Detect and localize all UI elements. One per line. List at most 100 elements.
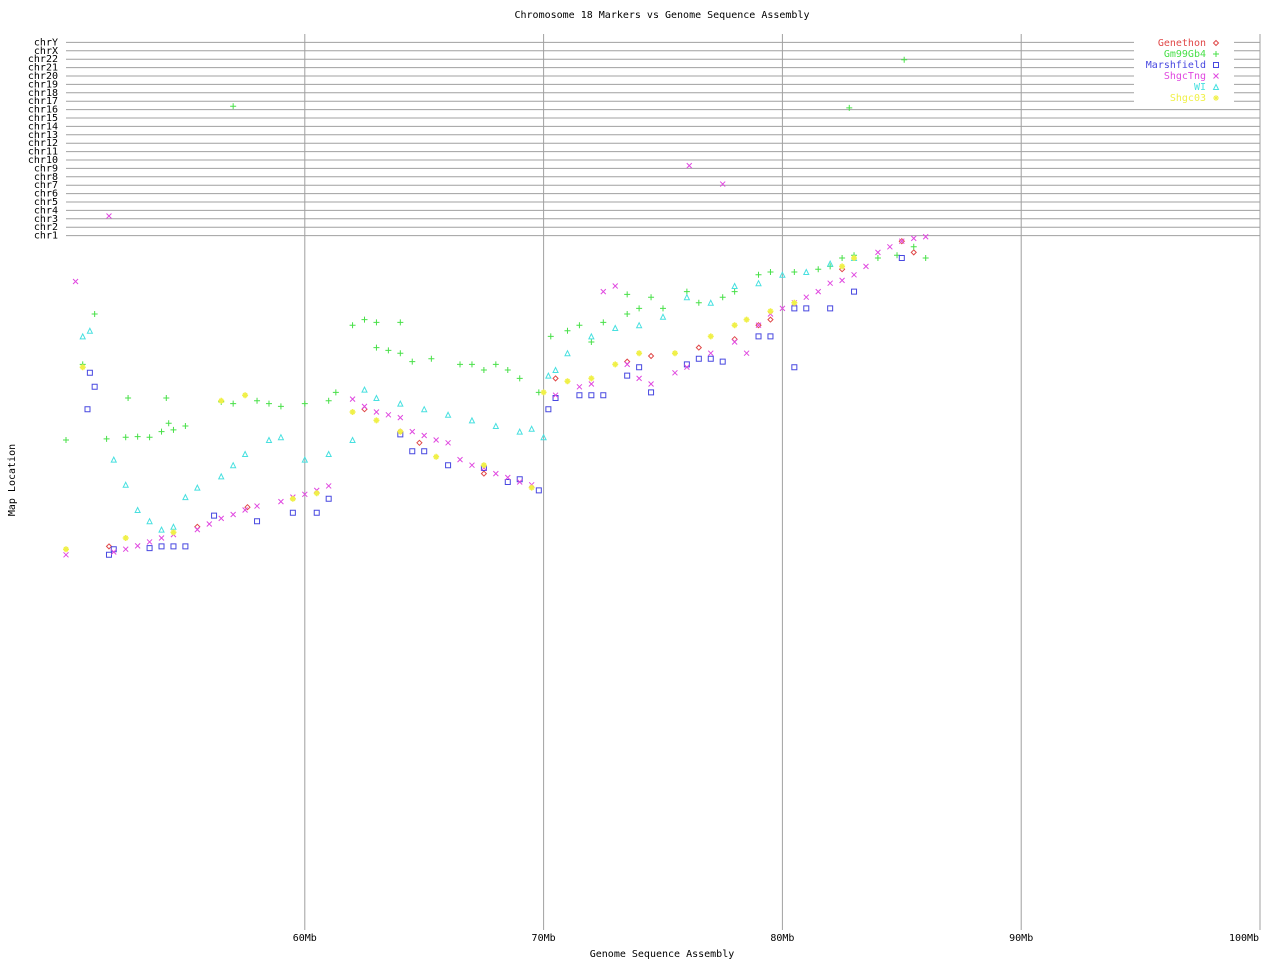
legend-label: Gm99Gb4	[1164, 49, 1206, 60]
marker	[635, 321, 643, 329]
marker	[767, 269, 774, 275]
marker	[863, 263, 869, 270]
marker	[63, 551, 69, 558]
marker	[684, 364, 690, 371]
marker	[779, 305, 786, 312]
y-tick-label: chr19	[28, 79, 58, 90]
marker	[767, 333, 774, 340]
marker	[779, 271, 786, 278]
y-tick-label: chr2	[34, 222, 58, 233]
marker	[105, 543, 113, 550]
y-tick-label: chr8	[34, 172, 58, 183]
marker	[242, 392, 249, 399]
marker	[910, 235, 917, 242]
x-axis-label: Genome Sequence Assembly	[590, 949, 735, 960]
marker	[826, 259, 834, 267]
marker	[409, 448, 416, 455]
marker	[898, 255, 905, 261]
y-tick-label: chr22	[28, 54, 58, 65]
y-tick-label: chr3	[34, 214, 58, 225]
marker	[244, 503, 251, 511]
legend-background	[1134, 37, 1234, 107]
y-tick-label: chr12	[28, 138, 58, 149]
legend-label: ShgcTng	[1164, 71, 1206, 82]
marker	[63, 546, 69, 553]
marker	[647, 352, 655, 360]
y-tick-label: chr13	[28, 130, 58, 141]
marker	[134, 433, 141, 440]
y-tick-label: chr1	[34, 231, 58, 242]
marker	[397, 319, 404, 326]
marker	[122, 434, 129, 441]
marker	[901, 56, 908, 63]
marker	[545, 406, 552, 413]
marker	[194, 483, 201, 491]
marker	[325, 450, 332, 457]
marker	[361, 385, 368, 393]
marker	[122, 546, 129, 553]
marker	[385, 411, 392, 418]
marker	[504, 367, 511, 373]
y-tick-label: chr5	[34, 197, 58, 208]
legend-label: Genethon	[1158, 38, 1206, 49]
marker	[588, 375, 595, 382]
marker	[325, 397, 332, 404]
marker	[875, 249, 881, 256]
marker	[480, 367, 487, 373]
marker	[851, 271, 857, 278]
marker	[421, 448, 428, 455]
marker	[122, 481, 130, 488]
x-tick-label: 80Mb	[770, 933, 794, 944]
marker	[146, 434, 153, 441]
marker	[695, 344, 703, 351]
marker	[301, 491, 308, 498]
marker	[547, 333, 554, 340]
marker	[230, 400, 237, 407]
legend-marker	[1212, 39, 1220, 47]
marker	[277, 403, 284, 410]
marker	[540, 433, 547, 441]
y-tick-label: chr20	[28, 71, 58, 82]
marker	[731, 339, 738, 345]
marker	[86, 327, 94, 334]
marker	[492, 422, 500, 429]
marker	[851, 288, 858, 295]
marker	[373, 344, 380, 351]
marker	[588, 392, 595, 399]
marker	[755, 321, 762, 329]
marker	[576, 392, 583, 399]
marker	[707, 333, 714, 340]
series	[63, 255, 858, 553]
y-tick-label: chr11	[28, 147, 58, 158]
marker	[600, 392, 607, 399]
marker	[468, 416, 476, 424]
marker	[373, 409, 380, 415]
marker	[672, 369, 678, 376]
marker	[743, 350, 750, 357]
marker	[552, 366, 559, 373]
marker	[445, 439, 451, 446]
marker	[516, 479, 523, 485]
marker	[492, 361, 499, 368]
marker	[79, 332, 87, 340]
series	[79, 254, 858, 533]
marker	[846, 104, 853, 111]
marker	[755, 333, 762, 340]
marker	[158, 428, 165, 435]
marker	[241, 450, 249, 457]
marker	[636, 350, 643, 357]
marker	[242, 507, 248, 513]
marker	[373, 394, 380, 401]
marker	[397, 399, 404, 407]
marker	[839, 263, 846, 270]
marker	[103, 435, 110, 442]
marker	[134, 506, 141, 513]
marker	[612, 283, 619, 289]
marker	[182, 543, 189, 550]
marker	[265, 400, 272, 407]
marker	[158, 543, 165, 550]
marker	[230, 511, 237, 518]
legend-marker	[1213, 73, 1219, 79]
y-tick-label: chr7	[34, 180, 58, 191]
